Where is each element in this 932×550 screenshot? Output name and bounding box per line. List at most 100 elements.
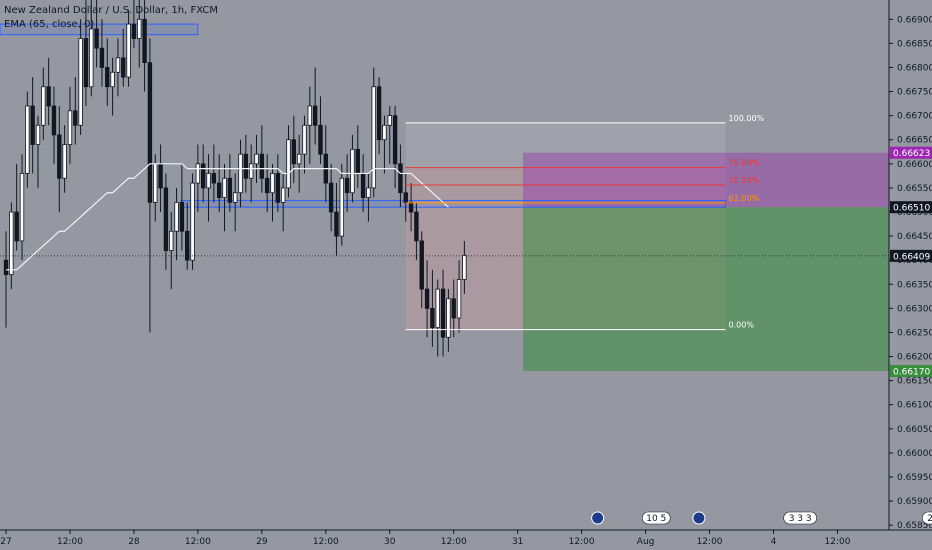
candle bbox=[14, 163, 19, 251]
price-tag-bg bbox=[890, 201, 932, 214]
fib-level-label: 100.00% bbox=[729, 114, 765, 123]
candle-body bbox=[270, 173, 275, 194]
candle bbox=[41, 67, 46, 140]
candle bbox=[35, 115, 41, 188]
candle-body bbox=[174, 201, 179, 232]
price-tag-label: 0.66510 bbox=[893, 204, 930, 214]
time-tick-label: 31 bbox=[512, 537, 523, 547]
candle bbox=[163, 173, 169, 270]
time-tick-label: 12:00 bbox=[825, 537, 851, 547]
price-tick-label: 0.66650 bbox=[897, 136, 932, 146]
candle-body bbox=[211, 173, 217, 184]
candle bbox=[201, 144, 206, 203]
candle bbox=[350, 134, 355, 203]
candle-body bbox=[376, 86, 382, 141]
candle bbox=[254, 134, 259, 184]
candle-body bbox=[115, 57, 121, 73]
candle-body bbox=[9, 211, 14, 276]
candle bbox=[51, 86, 57, 164]
drawing-layer bbox=[0, 23, 889, 371]
candle-body bbox=[142, 18, 147, 64]
candle-body bbox=[419, 240, 424, 290]
candle-body bbox=[179, 201, 185, 232]
candle-body bbox=[350, 148, 355, 194]
price-tick-label: 0.66000 bbox=[897, 449, 932, 459]
event-flag-icon bbox=[692, 511, 706, 525]
ema-line bbox=[6, 163, 449, 271]
candle bbox=[238, 139, 243, 208]
zone-rectangle bbox=[0, 23, 199, 36]
candle bbox=[206, 154, 211, 222]
event-marker bbox=[692, 511, 706, 525]
candle bbox=[222, 163, 227, 232]
candle bbox=[446, 289, 451, 352]
candle-body bbox=[147, 62, 153, 203]
candle bbox=[142, 0, 147, 92]
price-axis[interactable] bbox=[889, 0, 932, 550]
candle bbox=[105, 38, 110, 106]
time-axis[interactable] bbox=[0, 530, 889, 550]
candle bbox=[147, 38, 153, 333]
candle bbox=[435, 279, 440, 357]
candle bbox=[275, 154, 281, 212]
candle bbox=[46, 57, 51, 126]
candle-body bbox=[435, 288, 440, 329]
candle-body bbox=[35, 124, 41, 145]
time-axis-labels: 27 12:00 28 12:00 29 12:00 30 12:00 31 12:00 Aug 12… bbox=[0, 530, 851, 547]
price-tag-bg bbox=[890, 249, 932, 262]
candle-body bbox=[232, 192, 238, 203]
candle bbox=[339, 163, 344, 246]
candle bbox=[115, 38, 121, 97]
candle bbox=[73, 77, 78, 145]
candle-body bbox=[222, 177, 227, 198]
time-tick-label: 4 bbox=[771, 537, 777, 547]
candle bbox=[382, 115, 387, 174]
candle bbox=[451, 279, 456, 338]
candle-body bbox=[462, 254, 467, 280]
candle bbox=[216, 154, 222, 212]
candle-body bbox=[137, 18, 142, 39]
candle bbox=[232, 173, 238, 232]
candle bbox=[296, 134, 302, 193]
time-tick-label: 12:00 bbox=[569, 537, 595, 547]
price-tick-label: 0.65950 bbox=[897, 473, 932, 483]
fib-level-label: 62.00% bbox=[729, 194, 760, 203]
candle-body bbox=[334, 211, 339, 237]
candle-body bbox=[190, 182, 195, 261]
ema-legend[interactable]: EMA (65, close, 0) bbox=[4, 19, 94, 30]
price-tick-label: 0.66850 bbox=[897, 39, 932, 49]
time-tick-label: 28 bbox=[128, 537, 140, 547]
candle bbox=[371, 67, 376, 198]
candle-body bbox=[424, 288, 430, 309]
candle bbox=[137, 0, 142, 68]
price-tick-label: 0.66100 bbox=[897, 401, 932, 411]
price-tick-label: 0.65850 bbox=[897, 521, 932, 531]
candle-body bbox=[78, 38, 83, 126]
candle-body bbox=[280, 187, 286, 203]
time-tick-label: 12:00 bbox=[313, 537, 339, 547]
price-tag: 0.66409 bbox=[890, 249, 932, 262]
candle bbox=[185, 202, 190, 270]
zone-rectangle bbox=[180, 199, 727, 208]
candle-body bbox=[83, 38, 89, 88]
candle bbox=[169, 212, 174, 290]
candle bbox=[259, 125, 265, 193]
candle-body bbox=[291, 139, 297, 165]
candle-body bbox=[19, 173, 25, 242]
candle-body bbox=[14, 211, 19, 242]
price-tick-label: 0.66450 bbox=[897, 232, 932, 242]
candle-body bbox=[307, 105, 313, 126]
price-tag-bg bbox=[890, 146, 932, 159]
time-tick-label: 12:00 bbox=[697, 537, 723, 547]
candle bbox=[83, 0, 89, 106]
candle bbox=[174, 187, 179, 261]
candle bbox=[211, 144, 217, 203]
event-count: 3 3 3 bbox=[789, 514, 812, 524]
price-tick-label: 0.66600 bbox=[897, 160, 932, 170]
candle-body bbox=[201, 163, 206, 189]
candle bbox=[57, 106, 62, 212]
candle-body bbox=[248, 163, 254, 179]
candle-body bbox=[206, 173, 211, 189]
candle bbox=[62, 125, 67, 193]
